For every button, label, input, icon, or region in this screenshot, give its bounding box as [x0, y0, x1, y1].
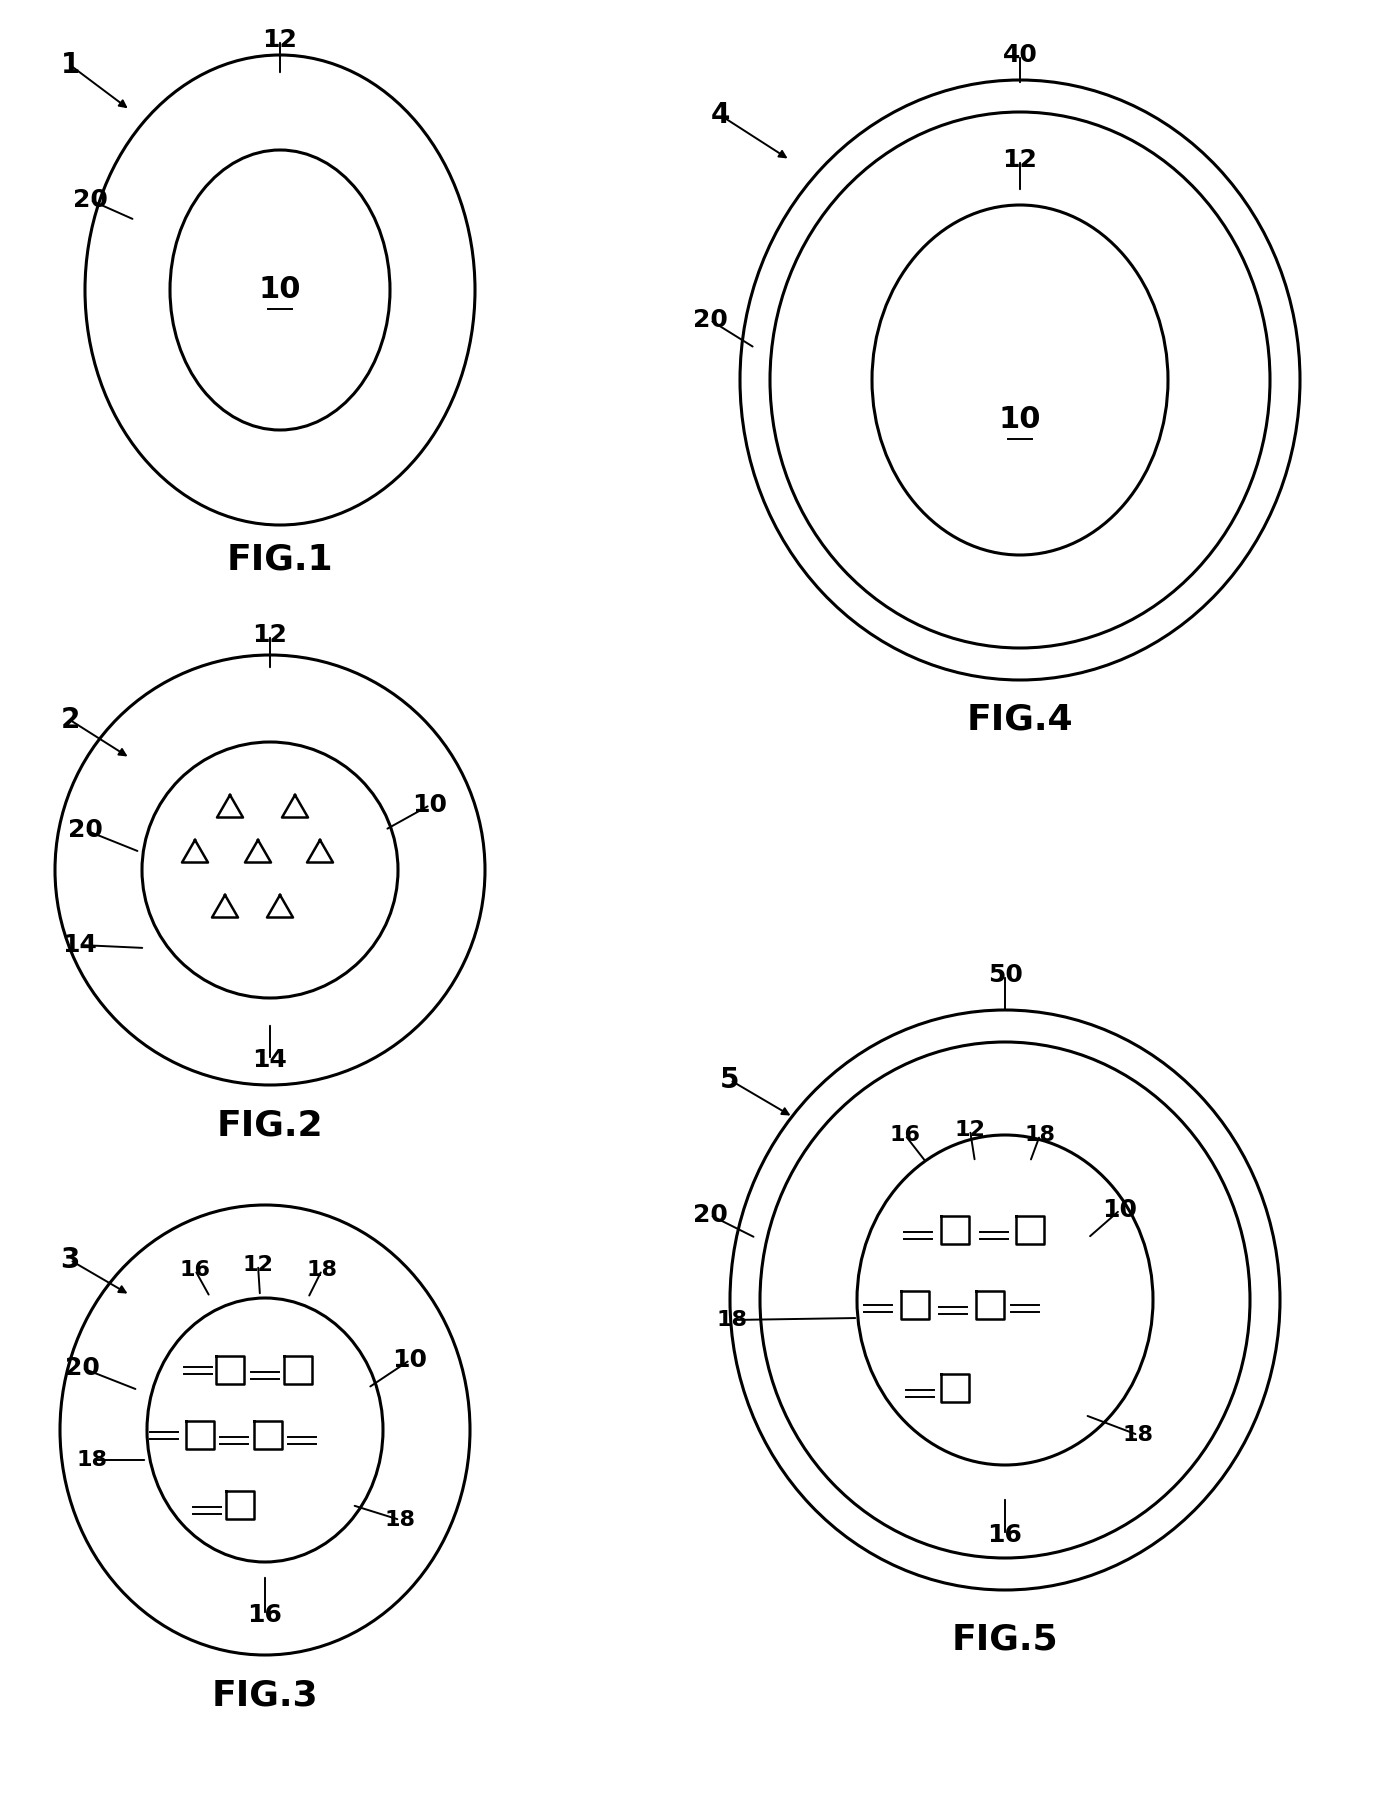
- Text: 20: 20: [692, 308, 727, 332]
- Text: 16: 16: [890, 1125, 920, 1145]
- Text: 10: 10: [259, 275, 302, 304]
- Text: 18: 18: [385, 1509, 416, 1529]
- Text: 18: 18: [716, 1310, 748, 1330]
- Text: 12: 12: [243, 1256, 274, 1276]
- Text: FIG.3: FIG.3: [211, 1678, 318, 1712]
- Text: FIG.4: FIG.4: [966, 703, 1073, 737]
- Text: 18: 18: [307, 1259, 338, 1279]
- Text: 10: 10: [413, 794, 448, 817]
- Text: 12: 12: [1002, 149, 1037, 172]
- Text: 10: 10: [1102, 1198, 1137, 1221]
- Text: 18: 18: [1123, 1424, 1154, 1444]
- Text: 16: 16: [179, 1259, 210, 1279]
- Text: 2: 2: [60, 707, 79, 734]
- Text: 16: 16: [247, 1604, 282, 1627]
- Text: FIG.5: FIG.5: [952, 1624, 1058, 1656]
- Text: 20: 20: [68, 817, 103, 843]
- Text: 14: 14: [253, 1047, 288, 1073]
- Text: 1: 1: [60, 51, 79, 80]
- Text: 10: 10: [392, 1348, 428, 1372]
- Text: 40: 40: [1002, 43, 1037, 67]
- Text: FIG.1: FIG.1: [227, 544, 334, 576]
- Text: FIG.2: FIG.2: [217, 1107, 324, 1142]
- Text: 10: 10: [999, 406, 1041, 435]
- Text: 14: 14: [63, 933, 97, 957]
- Text: 20: 20: [692, 1203, 727, 1227]
- Text: 50: 50: [987, 962, 1023, 988]
- Text: 18: 18: [76, 1450, 107, 1470]
- Text: 12: 12: [263, 27, 297, 53]
- Text: 20: 20: [72, 188, 107, 212]
- Text: 4: 4: [710, 101, 730, 129]
- Text: 3: 3: [60, 1247, 79, 1274]
- Text: 18: 18: [1024, 1125, 1055, 1145]
- Text: 12: 12: [955, 1120, 986, 1140]
- Text: 16: 16: [987, 1524, 1023, 1547]
- Text: 5: 5: [720, 1065, 739, 1094]
- Text: 12: 12: [253, 623, 288, 647]
- Text: 20: 20: [64, 1355, 100, 1381]
